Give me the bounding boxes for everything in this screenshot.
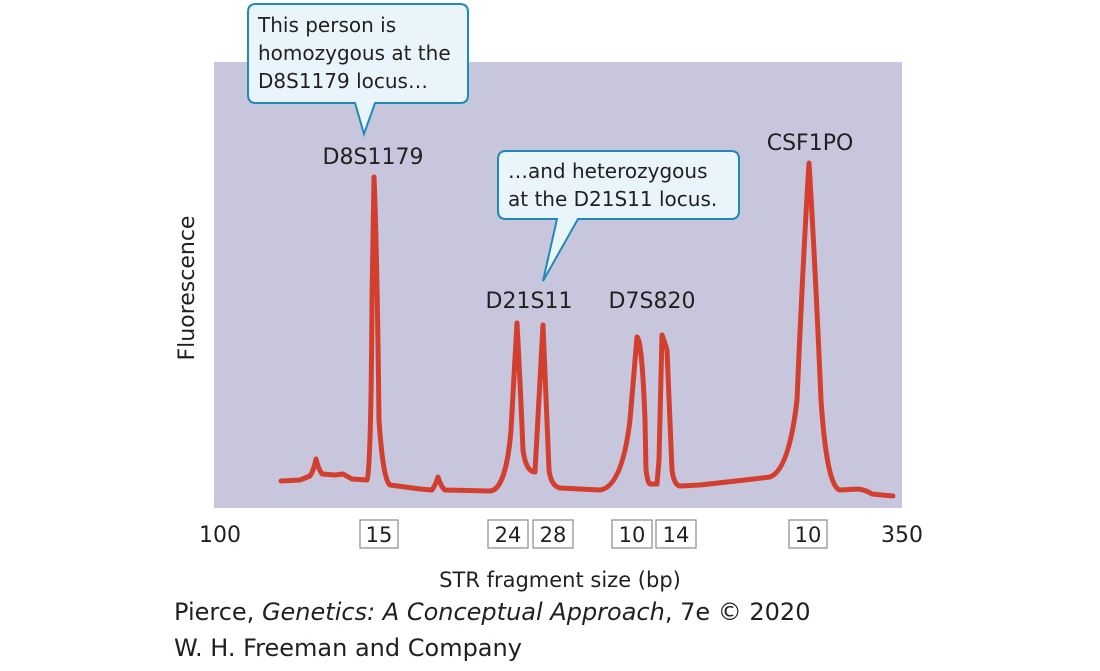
x-axis-label: STR fragment size (bp) [439, 568, 681, 592]
callout-heterozygous: …and heterozygous at the D21S11 locus. [497, 150, 740, 282]
allele-box-d21s11-28: 28 [532, 519, 574, 549]
peak-label-d7s820: D7S820 [609, 289, 696, 314]
credit-author: Pierce, [174, 598, 262, 626]
x-axis-min-label: 100 [199, 523, 241, 548]
credit-citation: Pierce, Genetics: A Conceptual Approach,… [174, 598, 810, 626]
allele-label: 24 [495, 523, 522, 547]
credit-book-title: Genetics: A Conceptual Approach [261, 598, 665, 626]
allele-box-csf1po-10: 10 [788, 519, 828, 549]
peak-label-d21s11: D21S11 [486, 289, 573, 314]
callout-homozygous-line-2: homozygous at the [258, 41, 451, 65]
plot-background [214, 62, 902, 508]
callout-heterozygous-line-2: at the D21S11 locus. [508, 187, 717, 211]
allele-label: 10 [619, 523, 646, 547]
peak-label-d8s1179: D8S1179 [323, 145, 424, 170]
allele-box-d21s11-24: 24 [487, 519, 529, 549]
allele-label: 15 [366, 523, 393, 547]
callout-homozygous: This person is homozygous at the D8S1179… [247, 3, 469, 138]
peak-label-csf1po: CSF1PO [767, 131, 854, 156]
callout-homozygous-line-3: D8S1179 locus… [258, 69, 428, 93]
allele-box-d8s1179-15: 15 [359, 519, 399, 549]
allele-box-d7s820-10: 10 [611, 519, 653, 549]
allele-label: 28 [540, 523, 567, 547]
allele-box-d7s820-14: 14 [655, 519, 697, 549]
y-axis-label: Fluorescence [175, 216, 200, 361]
x-axis-max-label: 350 [881, 523, 923, 548]
allele-label: 10 [795, 523, 822, 547]
credit-edition: , 7e © 2020 [664, 598, 811, 626]
callout-homozygous-line-1: This person is [257, 13, 396, 37]
electropherogram-chart: D8S1179 D21S11 D7S820 CSF1PO This person… [175, 3, 923, 592]
fluorescence-trace [278, 160, 896, 499]
allele-label: 14 [663, 523, 690, 547]
credit-publisher: W. H. Freeman and Company [174, 634, 522, 662]
callout-heterozygous-line-1: …and heterozygous [508, 159, 708, 183]
